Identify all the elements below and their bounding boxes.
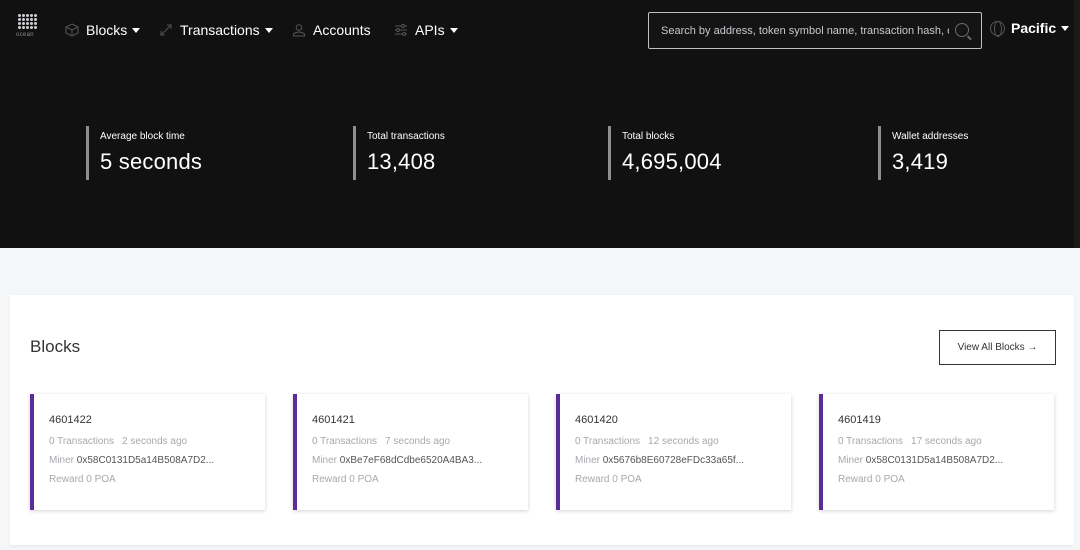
view-all-blocks-button[interactable]: View All Blocks → [939, 330, 1056, 365]
block-number[interactable]: 4601422 [49, 414, 92, 426]
nav-apis-label: APIs [415, 22, 445, 38]
block-reward: Reward 0 POA [312, 474, 379, 485]
chevron-down-icon [264, 27, 273, 33]
chevron-down-icon [1061, 25, 1070, 31]
block-meta: 0 Transactions 2 seconds ago [49, 436, 265, 447]
stat-value: 3,419 [892, 149, 949, 174]
stat-divider [878, 126, 881, 180]
search-box [648, 12, 982, 49]
stat-value: 4,695,004 [622, 149, 722, 174]
stat-divider [608, 126, 611, 180]
block-age: 7 seconds ago [385, 436, 451, 447]
stat-total-blocks: Total blocks 4,695,004 [608, 126, 722, 180]
block-age: 17 seconds ago [911, 436, 982, 447]
block-tile[interactable]: 4601419 0 Transactions 17 seconds ago Min… [819, 394, 1054, 510]
miner-address[interactable]: 0xBe7eF68dCdbe6520A4BA3... [339, 455, 483, 466]
block-miner: Miner 0x58C0131D5a14B508A7D2... [49, 455, 265, 466]
block-meta: 0 Transactions 7 seconds ago [312, 436, 528, 447]
miner-address[interactable]: 0x58C0131D5a14B508A7D2... [865, 455, 1004, 466]
nav-apis[interactable]: APIs [393, 20, 458, 40]
block-transactions: 0 Transactions [312, 436, 378, 447]
stat-label: Total transactions [367, 131, 445, 142]
search-icon[interactable] [955, 23, 969, 37]
stat-divider [353, 126, 356, 180]
network-label: Pacific [1011, 20, 1057, 36]
block-number[interactable]: 4601421 [312, 414, 355, 426]
stat-value: 5 seconds [100, 149, 203, 174]
nav-transactions-label: Transactions [180, 22, 260, 38]
top-navigation: ocean Blocks Transactions Accounts APIs [0, 0, 1080, 58]
nav-blocks-label: Blocks [86, 22, 128, 38]
block-reward: Reward 0 POA [838, 474, 905, 485]
block-meta: 0 Transactions 12 seconds ago [575, 436, 791, 447]
chevron-down-icon [132, 27, 141, 33]
stat-label: Average block time [100, 131, 185, 142]
blocks-card: Blocks View All Blocks → 4601422 0 Trans… [10, 295, 1074, 545]
block-miner: Miner 0x58C0131D5a14B508A7D2... [838, 455, 1054, 466]
miner-address[interactable]: 0x58C0131D5a14B508A7D2... [76, 455, 215, 466]
search-input[interactable] [649, 13, 949, 48]
stat-average-block-time: Average block time 5 seconds [86, 126, 202, 180]
user-icon [291, 22, 307, 38]
stat-wallet-addresses: Wallet addresses 3,419 [878, 126, 968, 180]
stat-divider [86, 126, 89, 180]
scroll-edge [1074, 0, 1080, 248]
block-tile[interactable]: 4601421 0 Transactions 7 seconds ago Mine… [293, 394, 528, 510]
sliders-icon [393, 22, 409, 38]
block-transactions: 0 Transactions [49, 436, 115, 447]
stat-label: Wallet addresses [892, 131, 969, 142]
block-age: 2 seconds ago [122, 436, 188, 447]
miner-label: Miner [575, 455, 601, 466]
transfer-icon [158, 22, 174, 38]
stat-total-transactions: Total transactions 13,408 [353, 126, 445, 180]
block-meta: 0 Transactions 17 seconds ago [838, 436, 1054, 447]
nav-blocks[interactable]: Blocks [64, 20, 141, 40]
block-transactions: 0 Transactions [575, 436, 641, 447]
nav-transactions[interactable]: Transactions [158, 20, 273, 40]
nav-accounts[interactable]: Accounts [291, 20, 371, 40]
stat-value: 13,408 [367, 149, 436, 174]
block-reward: Reward 0 POA [575, 474, 642, 485]
block-age: 12 seconds ago [648, 436, 719, 447]
cube-icon [64, 22, 80, 38]
chevron-down-icon [449, 27, 458, 33]
block-number[interactable]: 4601420 [575, 414, 618, 426]
block-miner: Miner 0xBe7eF68dCdbe6520A4BA3... [312, 455, 528, 466]
blocks-title: Blocks [30, 337, 81, 356]
logo-text: ocean [16, 32, 34, 38]
block-tile[interactable]: 4601420 0 Transactions 12 seconds ago Min… [556, 394, 791, 510]
globe-icon [990, 20, 1005, 37]
block-number[interactable]: 4601419 [838, 414, 881, 426]
stat-label: Total blocks [622, 131, 675, 142]
miner-label: Miner [312, 455, 338, 466]
miner-label: Miner [838, 455, 864, 466]
block-transactions: 0 Transactions [838, 436, 904, 447]
ocean-logo[interactable]: ocean [16, 14, 42, 46]
miner-address[interactable]: 0x5676b8E60728eFDc33a65f... [602, 455, 745, 466]
block-tile[interactable]: 4601422 0 Transactions 2 seconds ago Mine… [30, 394, 265, 510]
logo-icon [18, 14, 42, 29]
block-miner: Miner 0x5676b8E60728eFDc33a65f... [575, 455, 791, 466]
miner-label: Miner [49, 455, 75, 466]
nav-accounts-label: Accounts [313, 22, 371, 38]
network-selector[interactable]: Pacific [990, 20, 1070, 37]
block-reward: Reward 0 POA [49, 474, 116, 485]
